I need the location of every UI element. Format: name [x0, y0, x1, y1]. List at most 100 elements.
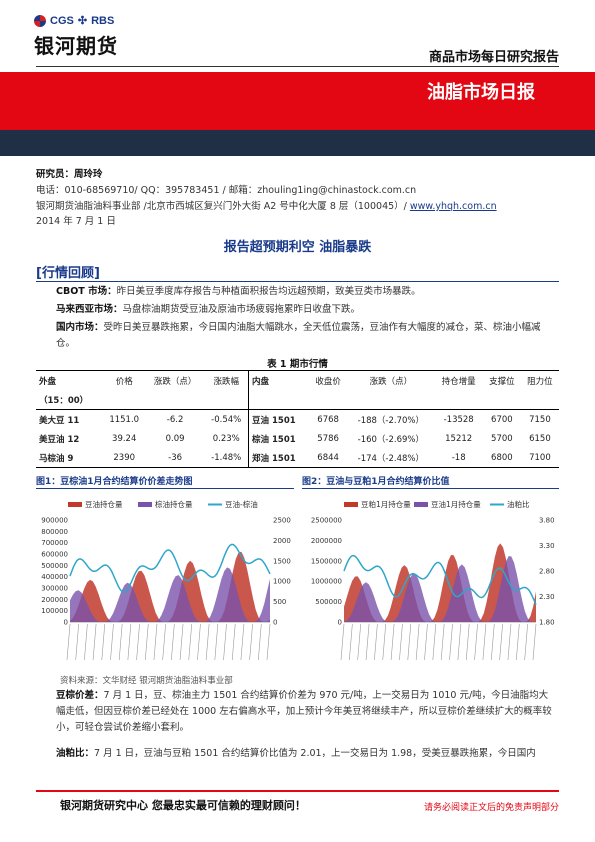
x-tick-mark — [84, 623, 88, 661]
footer-slogan: 银河期货研究中心 您最忠实最可信赖的理财顾问！ — [60, 799, 306, 812]
report-date: 2014 年 7 月 1 日 — [36, 216, 116, 227]
report-type: 商品市场每日研究报告 — [428, 50, 559, 65]
x-tick-mark — [382, 623, 387, 661]
y-right-tick: 1500 — [273, 557, 291, 565]
cell-price: 1151.0 — [109, 414, 140, 425]
cell-support: 5700 — [491, 433, 513, 444]
y-left-tick: 2500000 — [311, 517, 342, 525]
th-oi: 持仓增量 — [434, 370, 483, 390]
x-tick-mark — [357, 623, 361, 661]
legend-label: 豆油持仓量 — [85, 499, 123, 509]
legend-label: 豆油-棕油 — [225, 499, 258, 509]
x-tick-mark — [179, 623, 184, 661]
x-tick-mark — [205, 623, 210, 661]
cell-chg: -6.2 — [166, 414, 184, 425]
th-outer-sub: （15：00） — [36, 390, 103, 410]
series-area — [344, 543, 536, 622]
y-right-tick: 2000 — [273, 537, 291, 545]
legend-label: 豆油1月持仓量 — [431, 499, 481, 509]
market-table: 外盘 价格 涨跌（点） 涨跌幅 内盘 收盘价 涨跌（点） 持仓增量 支撑位 阻力… — [36, 370, 559, 468]
footer-disclaimer: 请务必阅读正文后的免责声明部分 — [423, 803, 559, 813]
cell-close: 6768 — [317, 414, 339, 425]
figure2-divider — [302, 488, 559, 489]
x-tick-mark — [399, 623, 403, 661]
series-line — [343, 554, 537, 605]
x-tick-mark — [92, 623, 97, 661]
cell-ichg: -188（-2.70%） — [357, 415, 424, 426]
x-tick-mark — [390, 623, 395, 661]
domestic-text: 受昨日美豆暴跌拖累，今日国内油脂大幅跳水，全天低位震荡，豆油作有大幅度的减仓，菜… — [56, 322, 541, 349]
th-inner: 内盘 — [248, 370, 310, 390]
x-tick-mark — [474, 623, 478, 661]
table-caption: 表 1 期市行情 — [267, 359, 328, 370]
cell-resist: 6150 — [529, 433, 551, 444]
section-tag: [行情回顾] — [36, 266, 100, 281]
footer-divider — [36, 790, 559, 792]
spread-lead: 豆棕价差： — [56, 690, 104, 701]
series-area — [70, 567, 270, 622]
brand-logo: CGS ✣ RBS 银河期货 — [34, 14, 234, 74]
x-tick-mark — [449, 623, 453, 661]
y-left-tick: 1000000 — [311, 578, 342, 586]
series-area — [344, 556, 536, 622]
x-tick-mark — [340, 623, 345, 661]
malaysia-paragraph: 马来西亚市场：马盘棕油期货受豆油及原油市场疲弱拖累昨日收盘下跌。 — [56, 302, 556, 318]
y-left-tick: 900000 — [41, 517, 68, 525]
y-left-tick: 500000 — [315, 598, 342, 606]
cell-ichg: -174（-2.48%） — [347, 448, 435, 468]
cell-chg: -36 — [145, 448, 205, 468]
cell-chg: 0.09 — [165, 433, 185, 444]
researcher: 研究员：周玲玲 — [36, 166, 103, 180]
legend-swatch — [414, 502, 428, 507]
y-left-tick: 0 — [64, 619, 68, 627]
x-tick-mark — [349, 623, 353, 661]
cbot-lead: CBOT 市场： — [56, 286, 117, 297]
y-left-tick: 2000000 — [311, 537, 342, 545]
cell-support: 6800 — [482, 448, 521, 468]
y-left-tick: 600000 — [41, 551, 68, 559]
x-tick-mark — [516, 623, 520, 661]
x-tick-mark — [110, 623, 114, 661]
spread-text: 7 月 1 日，豆、棕油主力 1501 合约结算价价差为 970 元/吨，上一交… — [56, 690, 552, 733]
y-left-tick: 1500000 — [311, 557, 342, 565]
x-tick-mark — [499, 623, 503, 661]
x-tick-mark — [171, 623, 175, 661]
ratio-lead: 油粕比： — [56, 748, 95, 759]
ratio-text: 7 月 1 日，豆油与豆粕 1501 合约结算价比值为 2.01，上一交易日为 … — [94, 748, 536, 759]
x-tick-mark — [101, 623, 106, 661]
website-link[interactable]: www.yhqh.com.cn — [409, 201, 497, 212]
address-line: 银河期货油脂油料事业部 /北京市西城区复兴门外大街 A2 号中化大厦 8 层（1… — [36, 198, 497, 212]
legend-swatch — [138, 502, 152, 507]
cell-close: 5786 — [317, 433, 339, 444]
cell-inner: 豆油 1501 — [248, 409, 310, 429]
y-right-tick: 3.30 — [539, 542, 555, 550]
cell-outer: 美豆油 12 — [39, 434, 80, 445]
malaysia-lead: 马来西亚市场： — [56, 304, 123, 315]
rbs-logo-icon: ✣ — [77, 15, 88, 27]
cgs-logo-icon — [34, 14, 46, 27]
x-tick-mark — [457, 623, 462, 661]
legend-label: 棕油持仓量 — [155, 499, 193, 509]
x-tick-mark — [249, 623, 253, 661]
cell-support: 6700 — [491, 414, 513, 425]
legend-label: 油粕比 — [507, 499, 530, 509]
y-right-tick: 2.80 — [539, 568, 555, 576]
x-tick-mark — [424, 623, 428, 661]
x-tick-mark — [188, 623, 193, 661]
figure1-title: 图1：豆棕油1月合约结算价价差走势图 — [36, 477, 193, 487]
y-right-tick: 0 — [273, 619, 277, 627]
researcher-name: 周玲玲 — [74, 169, 103, 180]
x-tick-mark — [127, 623, 132, 661]
domestic-paragraph: 国内市场：受昨日美豆暴跌拖累，今日国内油脂大幅跳水，全天低位震荡，豆油作有大幅度… — [56, 320, 556, 352]
ratio-paragraph: 油粕比：7 月 1 日，豆油与豆粕 1501 合约结算价比值为 2.01，上一交… — [56, 746, 556, 762]
cell-pct: 0.23% — [212, 433, 240, 444]
x-tick-mark — [240, 623, 245, 661]
figure2-title: 图2：豆油与豆粕1月合约结算价比值 — [302, 477, 450, 487]
title-band — [0, 72, 595, 130]
figure2-svg: 豆粕1月持仓量 豆油1月持仓量 油粕比 2500000 2000000 1500000 10… — [311, 499, 555, 661]
y-right-tick: 3.80 — [539, 517, 555, 525]
table-row: 美大豆 11 1151.0 -6.2 -0.54% 豆油 1501 6768 -188（-2… — [36, 409, 559, 429]
cell-pct: -1.48% — [204, 448, 249, 468]
cell-close: 6844 — [309, 448, 348, 468]
x-tick-mark — [118, 623, 123, 661]
